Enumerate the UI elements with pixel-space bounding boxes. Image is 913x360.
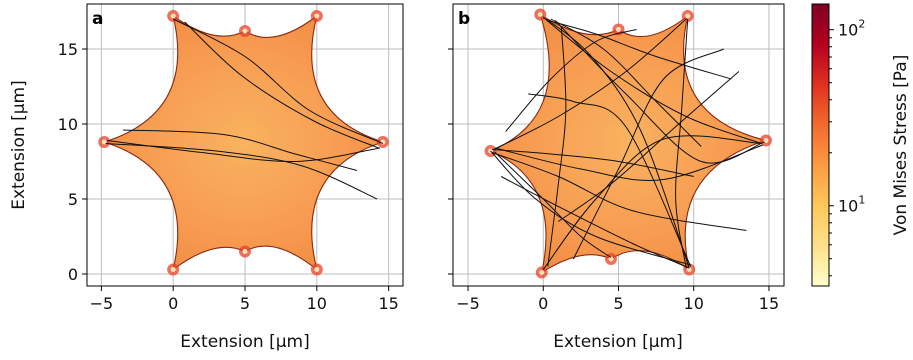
x-tick-label: 0 [538, 294, 548, 313]
fiber-line [122, 129, 358, 171]
cell-corner-core [537, 12, 543, 17]
colorbar-tick-label: 102 [838, 18, 865, 40]
fiber-line [492, 149, 694, 177]
fiber-line [491, 152, 747, 231]
cell-corner-core [616, 27, 621, 32]
cell-corner-core [608, 256, 614, 262]
cell-corner-core [763, 138, 769, 143]
panel-b: −5 0 5 10 15 b Extension [µm] [448, 3, 785, 352]
fiber-line [554, 20, 765, 164]
fiber-line [547, 26, 567, 267]
x-tick-label: 15 [759, 294, 779, 313]
panel-a-y-ticks: 0 5 10 15 [58, 40, 87, 284]
colorbar: 101 102 Von Mises Stress [Pa] [811, 3, 911, 287]
cell-corner-core [170, 267, 176, 272]
colorbar-gradient [811, 3, 830, 287]
panel-a: −5 0 5 10 15 0 5 10 15 a Extension [µm] Extensi… [9, 3, 404, 352]
x-tick-label: 0 [168, 294, 178, 313]
fiber-line [105, 143, 378, 200]
fiber-line [184, 21, 379, 149]
colorbar-tick-label: 101 [838, 194, 865, 216]
panel-a-y-axis-title: Extension [µm] [9, 80, 29, 210]
y-tick-label: 0 [68, 265, 78, 284]
fiber-line [558, 71, 740, 222]
fiber-line [550, 18, 702, 147]
cell-corner-core [380, 139, 386, 145]
fiber-line [542, 17, 762, 144]
fiber-line [490, 150, 691, 266]
fiber-line [528, 93, 692, 267]
panel-a-fibers [105, 18, 384, 200]
fiber-line [172, 18, 384, 144]
panel-b-x-ticks: −5 0 5 10 15 [456, 286, 779, 313]
fiber-line [547, 20, 732, 80]
cell-corner-core [685, 13, 691, 19]
cell-corner-core [314, 267, 320, 272]
x-tick-label: −5 [456, 294, 480, 313]
cell-corner-core [314, 13, 320, 19]
cell-corner-core [242, 28, 248, 34]
panel-b-y-ticks [448, 48, 453, 275]
panel-a-x-ticks: −5 0 5 10 15 [90, 286, 399, 313]
panel-a-cell [98, 10, 389, 276]
x-tick-label: 15 [378, 294, 398, 313]
colorbar-ticks: 101 102 [829, 18, 865, 277]
x-tick-label: 5 [613, 294, 623, 313]
x-tick-label: −5 [90, 294, 114, 313]
fiber-line [493, 18, 687, 150]
x-tick-label: 10 [307, 294, 327, 313]
panel-a-x-axis-title: Extension [µm] [180, 332, 310, 352]
cell-corner-core [170, 13, 176, 19]
panel-b-fibers [490, 17, 765, 270]
y-tick-label: 5 [68, 190, 78, 209]
fiber-line [494, 152, 612, 258]
fiber-line [505, 29, 637, 132]
panel-b-label: b [458, 9, 470, 29]
fiber-line [542, 135, 762, 270]
panel-a-label: a [92, 9, 103, 29]
cell-corner-core [101, 139, 107, 145]
x-tick-label: 10 [684, 294, 704, 313]
colorbar-label: Von Mises Stress [Pa] [891, 55, 911, 236]
fiber-line [572, 48, 725, 260]
y-tick-label: 15 [58, 40, 78, 59]
cell-corner-core [539, 270, 545, 275]
fiber-line [675, 18, 689, 269]
x-tick-label: 5 [240, 294, 250, 313]
y-tick-label: 10 [58, 115, 78, 134]
panel-b-x-axis-title: Extension [µm] [553, 332, 683, 352]
fiber-line [500, 176, 690, 269]
cell-corner-core [686, 267, 692, 272]
fiber-line [495, 144, 764, 181]
cell-corner-core [242, 249, 248, 254]
